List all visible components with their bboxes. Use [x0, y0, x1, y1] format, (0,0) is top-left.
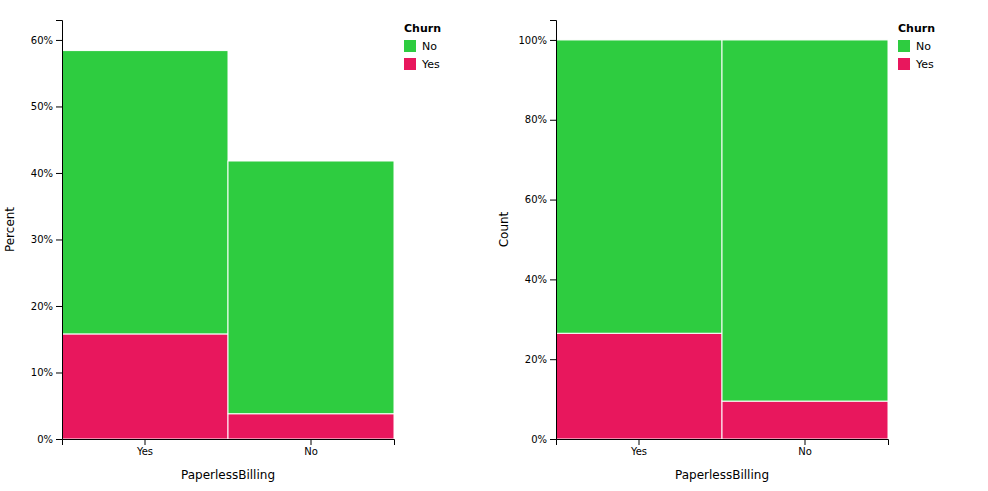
- axis-line: [63, 440, 395, 446]
- tick-mark: [56, 40, 62, 41]
- legend-swatch: [898, 58, 910, 70]
- legend-label: No: [422, 40, 437, 53]
- legend-title: Churn: [404, 22, 441, 35]
- legend-title: Churn: [898, 22, 935, 35]
- tick-label: 20%: [525, 354, 547, 365]
- tick: 60%: [31, 35, 62, 46]
- tick: 0%: [531, 434, 556, 445]
- tick-label: 0%: [37, 434, 53, 445]
- tick-label: Yes: [630, 446, 647, 457]
- legend-label: No: [916, 40, 931, 53]
- legend-swatch: [404, 58, 416, 70]
- axis-line: [550, 21, 557, 440]
- bar: [722, 401, 888, 439]
- tick: No: [798, 439, 812, 457]
- tick: 20%: [525, 354, 556, 365]
- tick-label: 10%: [31, 367, 53, 378]
- bar: [228, 161, 394, 414]
- legend-swatch: [898, 40, 910, 52]
- tick: 20%: [31, 301, 62, 312]
- legend-label: Yes: [421, 58, 440, 71]
- figure: 0% 10% 20% 30% 40% 50% 60% Yes No PaperlessBillin…: [0, 0, 988, 491]
- tick: 100%: [518, 35, 556, 46]
- bars: [556, 40, 888, 439]
- axis-line: [557, 440, 889, 446]
- tick-mark: [56, 439, 62, 440]
- panel: 0% 10% 20% 30% 40% 50% 60% Yes No PaperlessBillin…: [3, 21, 441, 483]
- tick-mark: [550, 279, 556, 280]
- tick-mark: [639, 439, 640, 445]
- tick: 10%: [31, 367, 62, 378]
- tick-label: 30%: [31, 234, 53, 245]
- y-axis: 0% 10% 20% 30% 40% 50% 60%: [31, 21, 63, 445]
- tick-mark: [56, 106, 62, 107]
- y-axis-title: Count: [497, 211, 511, 247]
- tick-label: Yes: [136, 446, 153, 457]
- tick: 40%: [525, 274, 556, 285]
- tick-label: 60%: [31, 35, 53, 46]
- tick: 40%: [31, 168, 62, 179]
- y-axis: 0% 20% 40% 60% 80% 100%: [518, 21, 556, 445]
- tick-mark: [550, 439, 556, 440]
- tick-mark: [311, 439, 312, 445]
- tick: Yes: [630, 439, 647, 457]
- legend-swatch: [404, 40, 416, 52]
- tick: 80%: [525, 114, 556, 125]
- bar: [62, 51, 228, 334]
- tick-label: 100%: [518, 35, 547, 46]
- y-axis-title: Percent: [3, 207, 17, 252]
- x-axis-title: PaperlessBilling: [181, 468, 275, 482]
- axis-line: [56, 21, 63, 440]
- tick-mark: [550, 200, 556, 201]
- tick-mark: [805, 439, 806, 445]
- panel: 0% 20% 40% 60% 80% 100% Yes No PaperlessBilling C…: [497, 21, 935, 483]
- legend: Churn No Yes: [898, 22, 935, 71]
- legend-label: Yes: [915, 58, 934, 71]
- x-axis-title: PaperlessBilling: [675, 468, 769, 482]
- tick-label: No: [304, 446, 318, 457]
- tick: No: [304, 439, 318, 457]
- tick-label: 40%: [31, 168, 53, 179]
- bar: [556, 333, 722, 439]
- tick: 60%: [525, 194, 556, 205]
- tick-mark: [56, 239, 62, 240]
- tick-label: 60%: [525, 194, 547, 205]
- tick-label: No: [798, 446, 812, 457]
- tick-label: 0%: [531, 434, 547, 445]
- bar: [62, 334, 228, 439]
- tick-label: 80%: [525, 114, 547, 125]
- tick-label: 20%: [31, 301, 53, 312]
- tick: 0%: [37, 434, 62, 445]
- bar: [228, 414, 394, 439]
- tick-mark: [550, 120, 556, 121]
- tick-mark: [56, 306, 62, 307]
- bar: [722, 40, 888, 401]
- x-axis: Yes No: [557, 439, 889, 457]
- tick-label: 40%: [525, 274, 547, 285]
- x-axis: Yes No: [63, 439, 395, 457]
- tick-mark: [56, 173, 62, 174]
- legend: Churn No Yes: [404, 22, 441, 71]
- tick: 30%: [31, 234, 62, 245]
- tick: Yes: [136, 439, 153, 457]
- tick-mark: [550, 40, 556, 41]
- bar: [556, 40, 722, 333]
- tick-label: 50%: [31, 101, 53, 112]
- bars: [62, 51, 394, 439]
- tick-mark: [56, 372, 62, 373]
- tick: 50%: [31, 101, 62, 112]
- tick-mark: [550, 359, 556, 360]
- tick-mark: [145, 439, 146, 445]
